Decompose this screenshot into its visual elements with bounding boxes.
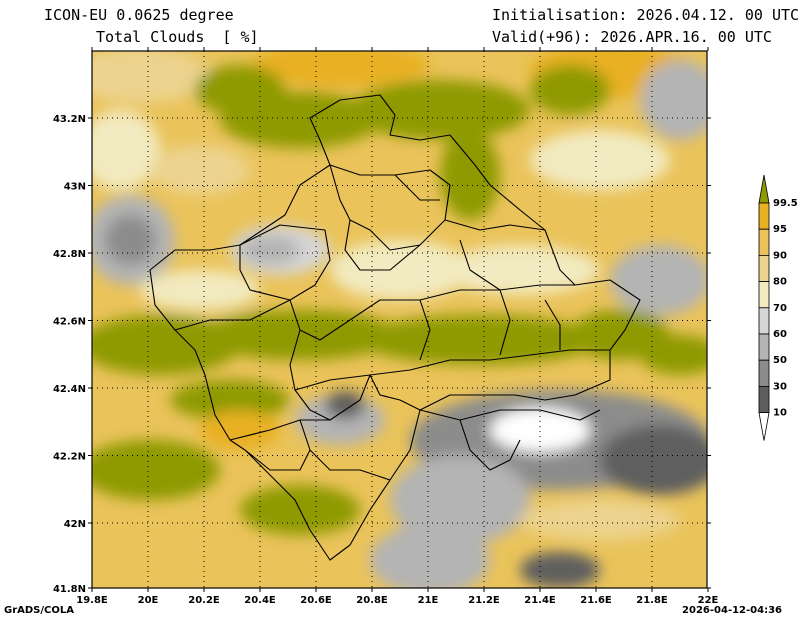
legend-swatch — [758, 359, 770, 387]
legend-label: 10 — [773, 408, 787, 419]
timestamp-label: 2026-04-12-04:36 — [682, 605, 782, 616]
lon-tick-label: 21.4E — [524, 595, 556, 606]
legend-swatch — [758, 174, 770, 204]
lat-tick-label: 42.6N — [53, 317, 86, 328]
legend-label: 60 — [773, 329, 787, 340]
legend-swatch — [758, 412, 770, 441]
lon-tick-label: 20.6E — [300, 595, 332, 606]
legend-label: 90 — [773, 250, 787, 261]
lat-tick-label: 42.2N — [53, 452, 86, 463]
lat-tick-label: 42.8N — [53, 249, 86, 260]
init-time: Initialisation: 2026.04.12. 00 UTC — [492, 6, 800, 24]
lon-tick-label: 19.8E — [76, 595, 108, 606]
legend-swatch — [758, 228, 770, 256]
lon-tick-label: 21.8E — [636, 595, 668, 606]
lon-tick-label: 20.4E — [244, 595, 276, 606]
lat-tick-label: 42.4N — [53, 384, 86, 395]
lon-tick-label: 20E — [138, 595, 159, 606]
credit-label: GrADS/COLA — [4, 605, 74, 616]
lat-tick-label: 43.2N — [53, 114, 86, 125]
legend-swatch — [758, 307, 770, 335]
legend-swatch — [758, 202, 770, 230]
legend-label: 50 — [773, 355, 787, 366]
legend-label: 30 — [773, 381, 787, 392]
axes: 19.8E 20E 20.2E 20.4E 20.6E 20.8E 21E 21.2E 21.4… — [53, 47, 719, 606]
legend-label: 95 — [773, 224, 787, 235]
legend-label: 99.5 — [773, 198, 798, 209]
legend-swatch — [758, 385, 770, 413]
admin-borders — [149, 94, 641, 561]
lat-tick-label: 43N — [64, 182, 86, 193]
lon-tick-label: 22E — [698, 595, 719, 606]
legend-label: 80 — [773, 277, 787, 288]
lon-tick-label: 20.8E — [356, 595, 388, 606]
lat-tick-label: 41.8N — [53, 584, 86, 595]
lon-tick-label: 20.2E — [188, 595, 220, 606]
variable-title: Total Clouds [ %] — [96, 28, 259, 46]
legend-label: 70 — [773, 303, 787, 314]
legend-swatch — [758, 281, 770, 309]
model-title: ICON-EU 0.0625 degree — [44, 6, 234, 24]
cloud-field — [92, 51, 707, 588]
legend-swatch — [758, 333, 770, 361]
plot-frame — [91, 50, 708, 589]
lat-tick-label: 42N — [64, 519, 86, 530]
lon-tick-label: 21.6E — [580, 595, 612, 606]
color-legend: 99.5 95 90 80 70 60 50 30 10 — [758, 174, 798, 441]
legend-swatch — [758, 254, 770, 282]
lon-tick-label: 21.2E — [468, 595, 500, 606]
valid-time: Valid(+96): 2026.APR.16. 00 UTC — [492, 28, 772, 46]
lon-tick-label: 21E — [418, 595, 439, 606]
